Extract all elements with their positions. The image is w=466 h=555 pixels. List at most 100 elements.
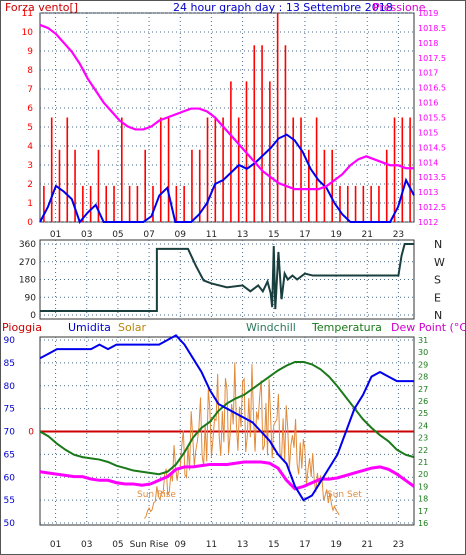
pressure-y-tick-label: 1019: [418, 9, 438, 18]
temperature-y-tick-label: 21: [418, 458, 428, 467]
wind-y-tick-label: 5: [27, 123, 33, 133]
wind-title: Forza vento[]: [5, 1, 78, 14]
x-tick-label: 07: [143, 230, 154, 240]
windchill-legend: Windchill: [246, 321, 296, 334]
direction-y-tick-label: 360: [19, 240, 36, 250]
temperature-y-tick-label: 30: [418, 348, 428, 357]
x-tick-label: 17: [299, 230, 310, 240]
humidity-panel-series: [39, 334, 415, 519]
pressure-y-tick-label: 1015.5: [418, 114, 446, 123]
temperature-y-tick-label: 19: [418, 482, 428, 491]
sunset-annotation: Sun Set: [327, 490, 362, 500]
temperature-y-tick-label: 29: [418, 360, 428, 369]
humidity-y-tick-label: 50: [4, 519, 16, 529]
x-tick-label: 13: [237, 540, 248, 550]
pressure-y-tick-label: 1014.5: [418, 143, 446, 152]
wind-y-tick-label: 8: [27, 66, 33, 76]
wind-y-tick-label: 2: [27, 180, 33, 190]
temperature-y-tick-label: 20: [418, 470, 428, 479]
humidity-y-tick-label: 75: [4, 405, 15, 415]
x-tick-label: 01: [50, 540, 61, 550]
x-tick-label: 05: [112, 540, 123, 550]
x-tick-label: 05: [112, 230, 123, 240]
wind-y-tick-label: 4: [27, 142, 33, 152]
sunrise-annotation: Sun Rise: [137, 490, 176, 500]
wind-y-tick-label: 0: [27, 218, 33, 228]
x-tick-label: 21: [362, 540, 373, 550]
humidity-y-tick-label: 80: [4, 382, 16, 392]
temperature-y-tick-label: 18: [418, 495, 428, 504]
pressure-y-tick-label: 1016.5: [418, 84, 446, 93]
temperature-y-tick-label: 26: [418, 397, 428, 406]
dewpoint-legend: Dew Point (°C): [391, 321, 466, 334]
pressure-y-tick-label: 1012.5: [418, 203, 446, 212]
x-tick-label: 09: [175, 230, 187, 240]
temperature-y-tick-label: 25: [418, 409, 428, 418]
humidity-y-tick-label: 70: [4, 428, 16, 438]
wind-direction-line: [40, 243, 414, 313]
humidity-y-tick-label: 85: [4, 359, 15, 369]
compass-label: W: [434, 256, 445, 269]
wind-y-tick-label: 3: [27, 161, 33, 171]
pressure-y-tick-label: 1017.5: [418, 54, 446, 63]
x-tick-label: Sun Rise: [130, 540, 169, 550]
pressure-line: [39, 23, 414, 191]
wind-panel-series: [39, 13, 415, 224]
x-tick-label: 01: [50, 230, 61, 240]
x-tick-label: 17: [299, 540, 310, 550]
x-tick-label: 09: [175, 540, 187, 550]
compass-label: S: [434, 274, 441, 287]
humidity-line: [39, 334, 414, 502]
temperature-line: [39, 360, 415, 476]
compass-label: E: [434, 291, 441, 304]
direction-y-tick-label: 270: [19, 258, 36, 268]
pressure-y-tick-label: 1018.5: [418, 24, 446, 33]
x-tick-label: 15: [268, 230, 279, 240]
x-tick-label: 03: [81, 230, 92, 240]
humidity-y-tick-label: 90: [4, 336, 16, 346]
graph-day-title: 24 hour graph day : 13 Settembre 2018: [173, 1, 393, 14]
x-tick-label: 11: [206, 540, 217, 550]
direction-y-tick-label: 180: [19, 276, 36, 286]
temperature-legend: Temperatura: [311, 321, 382, 334]
rain-zero-label: 0: [28, 428, 34, 438]
pressure-y-tick-label: 1014: [418, 158, 438, 167]
direction-panel-grid: [40, 240, 414, 319]
wind-y-tick-label: 11: [22, 9, 33, 19]
direction-y-tick-label: 0: [30, 311, 36, 321]
humidity-legend: Umidita: [68, 321, 111, 334]
temperature-y-tick-label: 31: [418, 336, 428, 345]
pressure-y-tick-label: 1013: [418, 188, 438, 197]
humidity-y-tick-label: 65: [4, 450, 15, 460]
x-tick-label: 03: [81, 540, 92, 550]
temperature-y-tick-label: 28: [418, 373, 428, 382]
temperature-y-tick-label: 17: [418, 507, 428, 516]
pressure-y-tick-label: 1015: [418, 128, 438, 137]
pressure-y-tick-label: 1012: [418, 218, 438, 227]
compass-label: N: [434, 309, 442, 322]
axis-labels: 01 03 05 07 09 11 13 15 17 19 21 230123456789101110…: [4, 9, 446, 550]
humidity-panel-grid: [40, 337, 414, 525]
humidity-y-tick-label: 60: [4, 473, 16, 483]
wind-average-line: [39, 133, 415, 224]
x-tick-label: 19: [330, 540, 342, 550]
pressure-y-tick-label: 1018: [418, 39, 438, 48]
wind-y-tick-label: 10: [22, 28, 34, 38]
pressure-y-tick-label: 1016: [418, 99, 438, 108]
solar-legend: Solar: [118, 321, 147, 334]
wind-y-tick-label: 9: [27, 47, 33, 57]
pressure-y-tick-label: 1013.5: [418, 173, 446, 182]
pressure-y-tick-label: 1017: [418, 69, 438, 78]
x-tick-label: 21: [362, 230, 373, 240]
dewpoint-line: [39, 460, 415, 491]
temperature-y-tick-label: 16: [418, 519, 428, 528]
direction-panel-series: [40, 243, 414, 313]
temperature-y-tick-label: 22: [418, 446, 428, 455]
solar-line: [144, 362, 340, 519]
compass-label: N: [434, 238, 442, 251]
x-tick-label: 11: [206, 230, 217, 240]
rain-legend: Pioggia: [2, 321, 42, 334]
x-tick-label: 23: [393, 230, 404, 240]
